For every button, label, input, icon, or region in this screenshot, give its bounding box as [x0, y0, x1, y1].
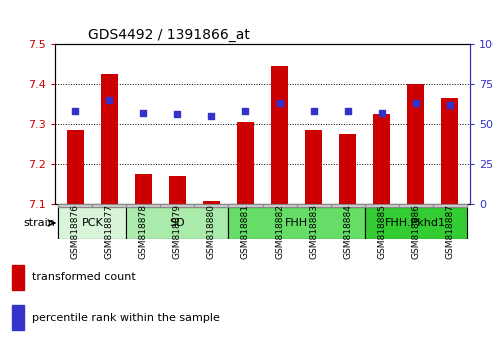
Bar [441, 98, 458, 204]
Text: GSM818885: GSM818885 [377, 204, 386, 259]
FancyBboxPatch shape [160, 204, 194, 207]
FancyBboxPatch shape [194, 204, 228, 207]
Bar [12, 265, 25, 290]
Text: GSM818878: GSM818878 [139, 204, 148, 259]
Text: GSM818877: GSM818877 [105, 204, 114, 259]
Text: SD: SD [170, 218, 185, 228]
FancyBboxPatch shape [126, 204, 160, 207]
FancyBboxPatch shape [398, 204, 432, 207]
Point [242, 108, 249, 114]
Point [344, 108, 352, 114]
FancyBboxPatch shape [330, 204, 364, 207]
Point [310, 108, 317, 114]
Bar [271, 66, 288, 204]
Bar [135, 174, 152, 204]
Text: GSM818879: GSM818879 [173, 204, 182, 259]
Bar [407, 84, 424, 204]
Text: GSM818880: GSM818880 [207, 204, 216, 259]
Text: GDS4492 / 1391866_at: GDS4492 / 1391866_at [88, 28, 250, 41]
Bar [305, 130, 322, 204]
Point [106, 97, 113, 103]
Text: GSM818886: GSM818886 [411, 204, 420, 259]
Text: GSM818887: GSM818887 [445, 204, 454, 259]
Bar [339, 134, 356, 204]
Text: PCK: PCK [81, 218, 104, 228]
Text: percentile rank within the sample: percentile rank within the sample [32, 313, 220, 323]
Text: transformed count: transformed count [32, 272, 136, 282]
Point [140, 110, 147, 116]
Text: FHH.Pkhd1: FHH.Pkhd1 [385, 218, 446, 228]
Point [412, 101, 420, 106]
Text: GSM818881: GSM818881 [241, 204, 250, 259]
Point [71, 108, 79, 114]
Text: GSM818876: GSM818876 [71, 204, 80, 259]
Bar [67, 130, 84, 204]
Bar [12, 305, 25, 330]
Text: GSM818884: GSM818884 [343, 204, 352, 259]
Text: GSM818882: GSM818882 [275, 204, 284, 259]
Bar [203, 201, 220, 204]
FancyBboxPatch shape [432, 204, 466, 207]
FancyBboxPatch shape [364, 204, 398, 207]
FancyBboxPatch shape [364, 207, 466, 239]
Point [174, 112, 181, 117]
Point [208, 113, 215, 119]
FancyBboxPatch shape [58, 204, 92, 207]
Bar [237, 122, 254, 204]
FancyBboxPatch shape [262, 204, 296, 207]
Bar [101, 74, 118, 204]
FancyBboxPatch shape [228, 207, 364, 239]
FancyBboxPatch shape [92, 204, 126, 207]
Text: GSM818883: GSM818883 [309, 204, 318, 259]
Point [446, 102, 454, 108]
Point [276, 101, 283, 106]
Text: strain: strain [24, 218, 56, 228]
FancyBboxPatch shape [228, 204, 262, 207]
Text: FHH: FHH [285, 218, 308, 228]
Bar [373, 114, 390, 204]
Bar [169, 176, 186, 204]
FancyBboxPatch shape [58, 207, 126, 239]
FancyBboxPatch shape [296, 204, 330, 207]
Point [378, 110, 386, 116]
FancyBboxPatch shape [126, 207, 228, 239]
